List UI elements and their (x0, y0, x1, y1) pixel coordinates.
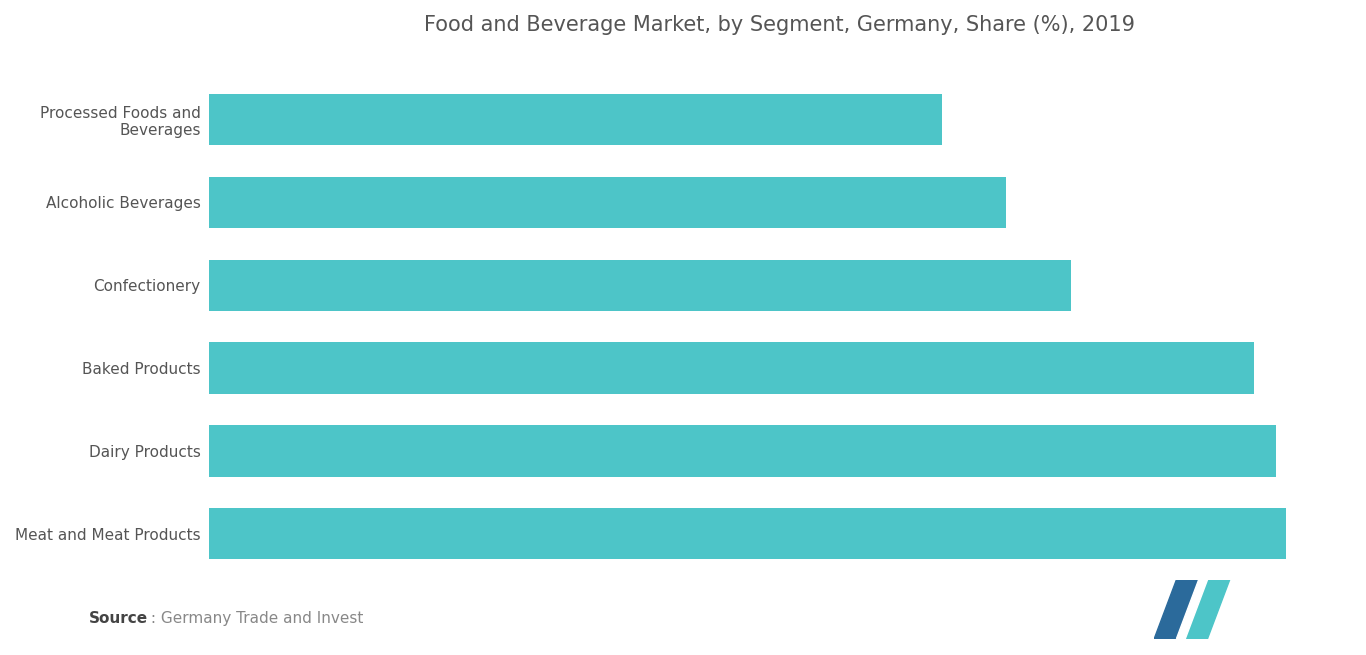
Text: Source: Source (89, 612, 148, 626)
Text: : Germany Trade and Invest: : Germany Trade and Invest (146, 612, 363, 626)
Bar (209, 177, 1007, 228)
Bar (209, 259, 1071, 311)
Bar (209, 425, 1276, 477)
Bar (209, 343, 1254, 394)
Bar (209, 508, 1287, 559)
Bar (209, 94, 941, 145)
Polygon shape (1154, 580, 1199, 639)
Title: Food and Beverage Market, by Segment, Germany, Share (%), 2019: Food and Beverage Market, by Segment, Ge… (425, 15, 1135, 35)
Polygon shape (1176, 580, 1208, 639)
Polygon shape (1186, 580, 1229, 639)
